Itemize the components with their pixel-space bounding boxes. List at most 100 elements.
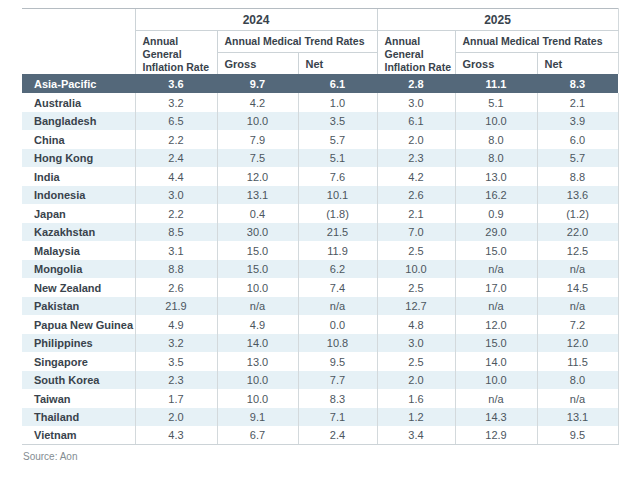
- value-cell: 3.5: [135, 352, 217, 371]
- table-header: 2024 2025 Annual General Inflation Rate …: [22, 9, 618, 75]
- region-cell: Japan: [22, 204, 135, 223]
- value-cell: 3.0: [377, 334, 455, 353]
- value-cell: 2.3: [377, 149, 455, 168]
- value-cell: 10.8: [298, 334, 377, 353]
- value-cell: 8.3: [298, 389, 377, 408]
- value-cell: 12.0: [217, 167, 298, 186]
- value-cell: 3.0: [377, 93, 455, 112]
- corner-cell: [22, 9, 135, 75]
- value-cell: 7.5: [217, 149, 298, 168]
- medical-header-2025: Annual Medical Trend Rates: [455, 31, 618, 53]
- value-cell: n/a: [537, 389, 618, 408]
- region-cell: India: [22, 167, 135, 186]
- value-cell: 14.3: [455, 408, 537, 427]
- value-cell: 1.0: [298, 93, 377, 112]
- table-row: New Zealand2.610.07.42.517.014.5: [22, 278, 618, 297]
- value-cell: 10.0: [455, 371, 537, 390]
- region-cell: Thailand: [22, 408, 135, 427]
- value-cell: 7.4: [298, 278, 377, 297]
- value-cell: 2.4: [135, 149, 217, 168]
- year-header-2025: 2025: [377, 9, 618, 31]
- region-cell: Vietnam: [22, 426, 135, 445]
- value-cell: 4.2: [377, 167, 455, 186]
- value-cell: 12.5: [537, 241, 618, 260]
- table-row: Vietnam4.36.72.43.412.99.5: [22, 426, 618, 445]
- value-cell: 8.0: [455, 149, 537, 168]
- value-cell: 12.9: [455, 426, 537, 445]
- value-cell: 12.0: [537, 334, 618, 353]
- value-cell: 2.5: [377, 241, 455, 260]
- table-row: China2.27.95.72.08.06.0: [22, 130, 618, 149]
- table-row: Japan2.20.4(1.8)2.10.9(1.2): [22, 204, 618, 223]
- region-cell: Taiwan: [22, 389, 135, 408]
- value-cell: 3.6: [135, 74, 217, 93]
- value-cell: 11.1: [455, 74, 537, 93]
- value-cell: n/a: [537, 260, 618, 279]
- region-cell: Indonesia: [22, 186, 135, 205]
- value-cell: 12.0: [455, 315, 537, 334]
- value-cell: 10.0: [217, 278, 298, 297]
- gross-header-2024: Gross: [217, 52, 298, 74]
- value-cell: 13.0: [455, 167, 537, 186]
- value-cell: 2.1: [377, 204, 455, 223]
- value-cell: 3.0: [135, 186, 217, 205]
- value-cell: 9.1: [217, 408, 298, 427]
- value-cell: 7.7: [298, 371, 377, 390]
- value-cell: 10.0: [377, 260, 455, 279]
- value-cell: n/a: [455, 297, 537, 316]
- value-cell: 10.0: [217, 112, 298, 131]
- value-cell: 2.2: [135, 204, 217, 223]
- value-cell: 2.0: [377, 371, 455, 390]
- value-cell: 15.0: [217, 241, 298, 260]
- value-cell: 2.0: [135, 408, 217, 427]
- value-cell: 9.7: [217, 74, 298, 93]
- table-row: Asia-Pacific3.69.76.12.811.18.3: [22, 74, 618, 93]
- value-cell: 6.7: [217, 426, 298, 445]
- table-row: Singapore3.513.09.52.514.011.5: [22, 352, 618, 371]
- value-cell: 8.0: [455, 130, 537, 149]
- inflation-header-2025: Annual General Inflation Rate: [377, 31, 455, 75]
- value-cell: 2.1: [537, 93, 618, 112]
- value-cell: 7.2: [537, 315, 618, 334]
- year-header-2024: 2024: [135, 9, 377, 31]
- table-body: Asia-Pacific3.69.76.12.811.18.3Australia…: [22, 74, 618, 445]
- value-cell: 9.5: [298, 352, 377, 371]
- value-cell: 1.2: [377, 408, 455, 427]
- table-row: South Korea2.310.07.72.010.08.0: [22, 371, 618, 390]
- table-row: Kazakhstan8.530.021.57.029.022.0: [22, 223, 618, 242]
- report-page: 2024 2025 Annual General Inflation Rate …: [0, 0, 640, 483]
- value-cell: 6.2: [298, 260, 377, 279]
- region-cell: China: [22, 130, 135, 149]
- value-cell: 7.9: [217, 130, 298, 149]
- value-cell: 5.1: [298, 149, 377, 168]
- region-cell: Mongolia: [22, 260, 135, 279]
- table-row: India4.412.07.64.213.08.8: [22, 167, 618, 186]
- value-cell: 4.4: [135, 167, 217, 186]
- value-cell: 4.9: [135, 315, 217, 334]
- table-row: Philippines3.214.010.83.015.012.0: [22, 334, 618, 353]
- value-cell: 1.6: [377, 389, 455, 408]
- value-cell: 8.3: [537, 74, 618, 93]
- value-cell: 11.5: [537, 352, 618, 371]
- value-cell: 15.0: [455, 334, 537, 353]
- value-cell: (1.2): [537, 204, 618, 223]
- table-row: Papua New Guinea4.94.90.04.812.07.2: [22, 315, 618, 334]
- region-cell: South Korea: [22, 371, 135, 390]
- value-cell: 30.0: [217, 223, 298, 242]
- value-cell: 11.9: [298, 241, 377, 260]
- value-cell: 7.6: [298, 167, 377, 186]
- region-cell: Singapore: [22, 352, 135, 371]
- region-cell: Bangladesh: [22, 112, 135, 131]
- region-cell: Pakistan: [22, 297, 135, 316]
- value-cell: (1.8): [298, 204, 377, 223]
- trend-rates-table: 2024 2025 Annual General Inflation Rate …: [22, 8, 619, 445]
- value-cell: n/a: [455, 260, 537, 279]
- value-cell: n/a: [298, 297, 377, 316]
- value-cell: 6.1: [377, 112, 455, 131]
- value-cell: 10.1: [298, 186, 377, 205]
- value-cell: 8.5: [135, 223, 217, 242]
- value-cell: 6.5: [135, 112, 217, 131]
- value-cell: 3.5: [298, 112, 377, 131]
- region-cell: Australia: [22, 93, 135, 112]
- value-cell: 4.2: [217, 93, 298, 112]
